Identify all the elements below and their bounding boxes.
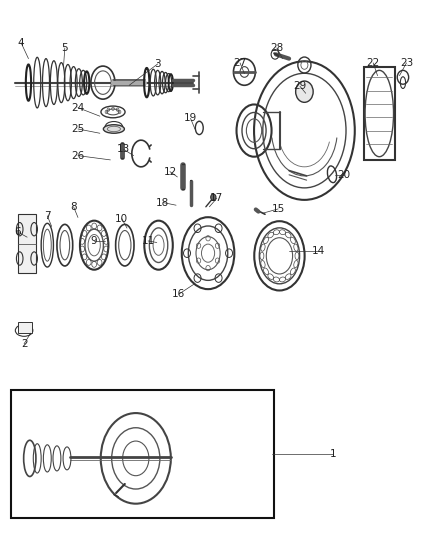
Text: 13: 13 (117, 144, 130, 154)
Text: 20: 20 (337, 170, 350, 180)
Text: 10: 10 (115, 214, 128, 223)
Text: 27: 27 (233, 58, 247, 68)
Text: 18: 18 (156, 198, 170, 207)
Text: 3: 3 (154, 59, 161, 69)
Text: 11: 11 (141, 236, 155, 246)
Text: 17: 17 (210, 193, 223, 203)
Text: 5: 5 (61, 43, 68, 53)
Text: 16: 16 (172, 289, 185, 299)
Text: 22: 22 (367, 58, 380, 68)
Text: 12: 12 (163, 167, 177, 176)
Text: 25: 25 (71, 124, 85, 134)
Text: 8: 8 (70, 202, 77, 212)
Bar (11, 390, 274, 518)
Text: 2: 2 (21, 339, 28, 349)
Text: 15: 15 (272, 204, 285, 214)
Circle shape (296, 81, 313, 102)
Text: 14: 14 (312, 246, 325, 255)
Text: 7: 7 (44, 211, 51, 221)
Text: 26: 26 (71, 151, 85, 160)
Text: 28: 28 (270, 43, 283, 53)
Text: 23: 23 (400, 58, 413, 68)
Text: 1: 1 (329, 449, 336, 459)
Text: 9: 9 (91, 236, 98, 246)
Text: 19: 19 (184, 114, 197, 123)
Bar (364, 67, 395, 160)
Text: 4: 4 (18, 38, 25, 47)
Text: 24: 24 (71, 103, 85, 112)
Circle shape (211, 194, 216, 200)
Text: 29: 29 (293, 82, 307, 91)
Ellipse shape (103, 125, 124, 133)
Text: 6: 6 (14, 227, 21, 237)
Bar (18, 322, 32, 333)
Bar (18, 214, 36, 273)
